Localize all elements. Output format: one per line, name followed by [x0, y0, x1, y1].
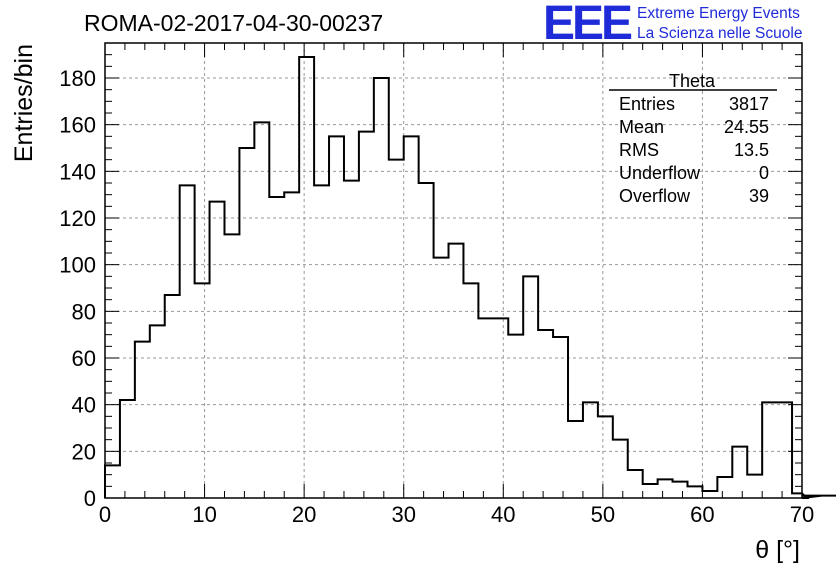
logo-caption-line1: Extreme Energy Events	[637, 5, 800, 22]
y-tick-label: 140	[59, 159, 96, 184]
histogram-bin	[523, 276, 538, 498]
histogram-bin	[284, 192, 299, 498]
stats-underflow-value: 0	[759, 163, 769, 183]
histogram-bin	[583, 402, 598, 498]
stats-rms-value: 13.5	[734, 140, 769, 160]
x-tick-label: 10	[192, 502, 216, 527]
histogram-bin	[568, 421, 583, 498]
y-tick-label: 100	[59, 253, 96, 278]
histogram-bin	[344, 181, 359, 498]
x-tick-label: 50	[591, 502, 615, 527]
histogram-bin	[538, 330, 553, 498]
histogram-bin	[732, 447, 747, 498]
y-tick-label: 0	[84, 486, 96, 511]
histogram-bin	[239, 148, 254, 498]
histogram-bin	[613, 440, 628, 498]
histogram-bin	[553, 337, 568, 498]
y-tick-label: 180	[59, 66, 96, 91]
eee-logo-caption: Extreme Energy Events La Scienza nelle S…	[637, 4, 802, 44]
histogram-bin	[658, 479, 673, 498]
histogram-bin	[404, 136, 419, 498]
stats-overflow-label: Overflow	[619, 186, 691, 206]
stats-mean-label: Mean	[619, 117, 664, 137]
histogram-bin	[673, 482, 688, 498]
stats-rms-label: RMS	[619, 140, 659, 160]
x-tick-label: 70	[790, 502, 814, 527]
histogram-bin	[493, 318, 508, 498]
histogram-bin	[269, 197, 284, 498]
y-tick-label: 160	[59, 113, 96, 138]
histogram-bin	[195, 283, 210, 498]
stats-entries-label: Entries	[619, 94, 675, 114]
histogram-bin	[180, 185, 195, 498]
chart-title: ROMA-02-2017-04-30-00237	[84, 10, 384, 36]
histogram-bin	[717, 477, 732, 498]
histogram-bin	[598, 416, 613, 498]
histogram-bin	[105, 465, 120, 498]
plot-frame	[104, 42, 803, 499]
y-tick-label: 60	[72, 346, 96, 371]
x-tick-label: 20	[292, 502, 316, 527]
stats-title: Theta	[669, 71, 716, 91]
histogram-bin	[628, 470, 643, 498]
histogram-bin	[359, 132, 374, 498]
histogram-bin	[254, 122, 269, 498]
y-tick-label: 20	[72, 439, 96, 464]
histogram-bin	[165, 295, 180, 498]
histogram-bin	[135, 342, 150, 498]
histogram-bin	[150, 325, 165, 498]
histogram-bin	[777, 402, 792, 498]
histogram-bin	[329, 136, 344, 498]
histogram-bin	[299, 57, 314, 498]
histogram-bin	[478, 318, 493, 498]
x-tick-label: 0	[99, 502, 111, 527]
histogram-bin	[210, 202, 225, 498]
logo-caption-line2: La Scienza nelle Scuole	[637, 25, 803, 42]
histogram-bin	[419, 183, 434, 498]
histogram-bin	[702, 491, 717, 498]
histogram-bin	[747, 475, 762, 498]
stats-underflow-label: Underflow	[619, 163, 701, 183]
histogram-bin	[508, 335, 523, 498]
histogram-bin	[120, 400, 135, 498]
eee-logo: EEE	[543, 0, 633, 50]
x-tick-label: 30	[391, 502, 415, 527]
x-tick-label: 60	[690, 502, 714, 527]
histogram-bin	[224, 234, 239, 498]
histogram-bin	[762, 402, 777, 498]
stats-entries-value: 3817	[729, 94, 769, 114]
y-tick-label: 40	[72, 393, 96, 418]
histogram-bin	[643, 484, 658, 498]
y-tick-label: 80	[72, 299, 96, 324]
histogram-outline	[104, 56, 836, 499]
x-tick-label: 40	[491, 502, 515, 527]
histogram-bin	[389, 160, 404, 498]
y-tick-label: 120	[59, 206, 96, 231]
histogram-bin	[463, 283, 478, 498]
histogram-bin	[434, 258, 449, 498]
x-axis-label: θ [°]	[755, 536, 800, 564]
stats-mean-value: 24.55	[724, 117, 769, 137]
stats-overflow-value: 39	[749, 186, 769, 206]
histogram-bin	[449, 244, 464, 498]
y-axis-label: Entries/bin	[10, 44, 38, 162]
histogram-bin	[687, 486, 702, 498]
histogram-bin	[374, 78, 389, 498]
